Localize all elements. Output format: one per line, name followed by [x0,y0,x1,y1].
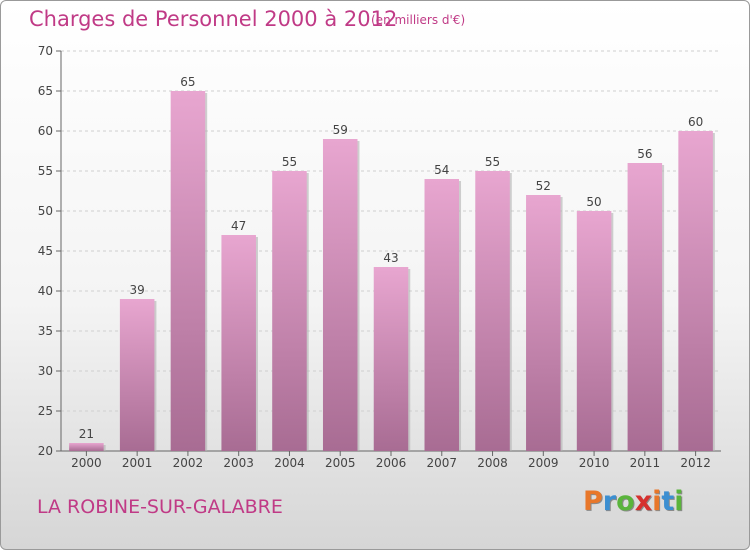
y-tick-label: 55 [38,164,53,178]
bar [424,179,460,451]
y-tick-label: 65 [38,84,53,98]
logo-letter: r [602,486,617,517]
chart-subtitle: (en milliers d'€) [371,13,466,27]
bar [526,195,561,451]
x-tick-label: 2005 [325,456,356,470]
data-label: 50 [586,195,601,209]
y-tick-label: 45 [38,244,53,258]
data-label: 54 [434,163,449,177]
x-tick-label: 2009 [528,456,559,470]
bar [576,211,612,451]
x-tick-label: 2008 [477,456,508,470]
data-label: 47 [231,219,246,233]
y-tick-label: 25 [38,404,53,418]
y-tick-label: 60 [38,124,53,138]
bar [627,163,663,451]
data-label: 21 [79,427,94,441]
bar [221,235,256,451]
data-label: 55 [485,155,500,169]
bar [272,171,307,451]
logo-letter: o [616,486,635,517]
page-title: Charges de Personnel 2000 à 2012 [29,7,398,31]
logo-letter: t [661,486,675,517]
x-tick-label: 2003 [223,456,254,470]
logo-letter: x [634,486,653,517]
bar [678,131,713,451]
logo-letter: i [674,486,684,517]
data-label: 65 [180,75,195,89]
x-tick-label: 2007 [426,456,457,470]
labels: 20 25 30 35 40 45 50 55 60 65 70 21 2000 39 2001 65 2002… [38,44,711,470]
x-tick-label: 2011 [630,456,661,470]
bar [170,91,206,451]
data-label: 39 [130,283,145,297]
y-tick-label: 40 [38,284,53,298]
data-label: 59 [333,123,348,137]
data-label: 60 [688,115,703,129]
x-tick-label: 2006 [376,456,407,470]
y-tick-label: 70 [38,44,53,58]
x-tick-label: 2010 [579,456,610,470]
x-tick-label: 2012 [680,456,711,470]
y-tick-label: 20 [38,444,53,458]
y-tick-label: 50 [38,204,53,218]
x-tick-label: 2004 [274,456,305,470]
bar [119,299,155,451]
bars [69,91,715,451]
data-label: 43 [383,251,398,265]
y-tick-label: 30 [38,364,53,378]
bar [373,267,409,451]
y-tick-label: 35 [38,324,53,338]
logo-letter: P [583,486,603,517]
data-label: 55 [282,155,297,169]
x-tick-label: 2001 [122,456,153,470]
logo-letter: i [652,486,662,517]
data-label: 52 [536,179,551,193]
x-tick-label: 2002 [173,456,204,470]
x-tick-label: 2000 [71,456,102,470]
bar [475,171,510,451]
proxiti-logo[interactable]: Proxiti [583,486,684,517]
city-name: LA ROBINE-SUR-GALABRE [37,496,283,518]
data-label: 56 [637,147,652,161]
bar [322,139,358,451]
bar [69,443,104,451]
